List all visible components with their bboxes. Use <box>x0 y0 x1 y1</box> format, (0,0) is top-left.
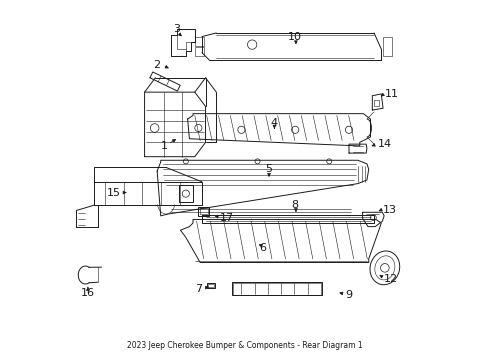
Text: 7: 7 <box>195 284 202 294</box>
Text: 14: 14 <box>378 139 392 149</box>
Bar <box>208 284 214 287</box>
Text: 2023 Jeep Cherokee Bumper & Components - Rear Diagram 1: 2023 Jeep Cherokee Bumper & Components -… <box>127 341 363 350</box>
Bar <box>179 185 193 202</box>
Bar <box>232 282 322 296</box>
Text: 13: 13 <box>383 206 397 216</box>
Text: 17: 17 <box>220 213 234 222</box>
Text: 9: 9 <box>345 291 352 301</box>
Bar <box>198 207 209 216</box>
Text: 3: 3 <box>173 24 180 35</box>
Bar <box>207 283 215 288</box>
Bar <box>383 37 392 56</box>
Text: 1: 1 <box>161 141 168 151</box>
Text: 15: 15 <box>107 188 122 198</box>
Text: 6: 6 <box>260 243 267 253</box>
Text: 5: 5 <box>265 164 272 174</box>
Bar <box>233 283 321 295</box>
Bar <box>200 208 208 215</box>
Bar <box>95 182 202 205</box>
Text: 4: 4 <box>270 118 277 128</box>
Text: 2: 2 <box>153 60 161 70</box>
Text: 10: 10 <box>288 32 302 41</box>
Bar <box>374 100 379 107</box>
Bar <box>195 47 204 56</box>
Bar <box>195 37 204 45</box>
Text: 11: 11 <box>385 89 399 99</box>
Text: 8: 8 <box>292 200 299 210</box>
Text: 16: 16 <box>81 288 95 298</box>
Text: 12: 12 <box>384 274 398 284</box>
